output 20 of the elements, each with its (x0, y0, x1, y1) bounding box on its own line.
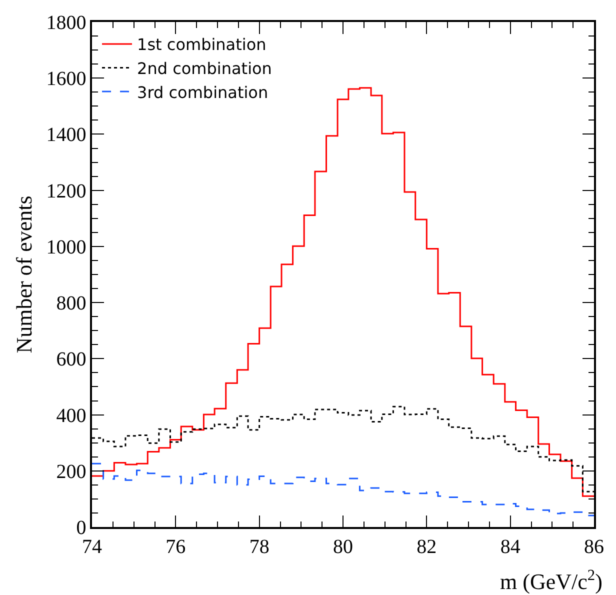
x-tick-label: 76 (166, 536, 186, 558)
x-tick-label: 86 (584, 536, 604, 558)
x-tick-label: 82 (416, 536, 437, 558)
y-tick-label: 1800 (46, 12, 86, 34)
legend-label: 1st combination (137, 35, 266, 54)
x-tick-label: 84 (500, 536, 520, 558)
legend-label: 2nd combination (137, 58, 272, 78)
y-axis-title: Number of events (12, 196, 37, 354)
y-tick-label: 1200 (46, 180, 86, 202)
y-tick-label: 200 (56, 460, 86, 483)
y-tick-label: 800 (56, 292, 86, 315)
y-tick-label: 1600 (46, 68, 86, 90)
x-tick-label: 80 (333, 536, 353, 558)
y-tick-label: 400 (56, 404, 86, 427)
x-axis-title: m (GeV/c$^{2}$) (500, 567, 602, 594)
legend-label: 3rd combination (137, 82, 268, 102)
x-tick-label: 78 (249, 536, 270, 558)
y-tick-label: 600 (56, 348, 86, 371)
y-tick-label: 1000 (46, 236, 86, 258)
y-tick-label: 1400 (46, 124, 86, 146)
